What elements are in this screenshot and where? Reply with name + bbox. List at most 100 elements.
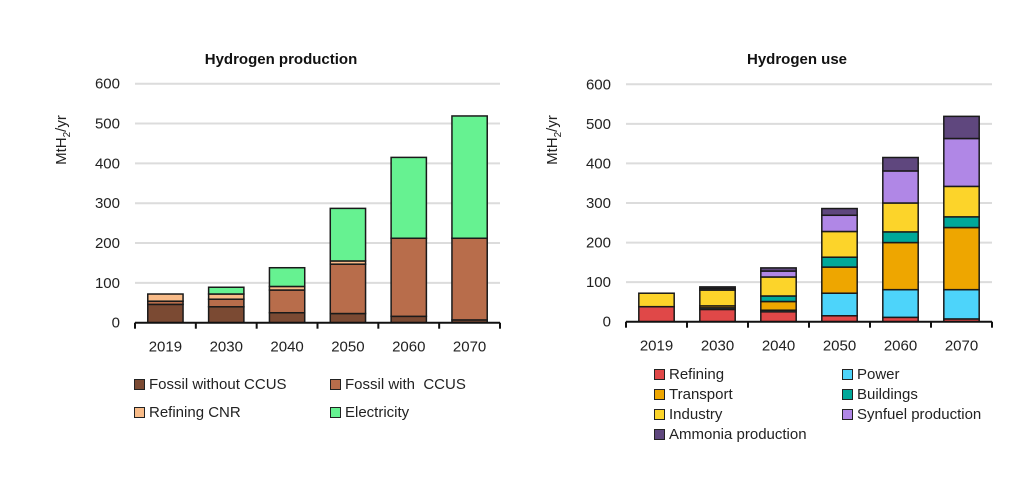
x-tick-label: 2060: [884, 338, 917, 355]
legend-swatch: [654, 389, 665, 400]
bar-segment-synfuel-production-2070: [943, 137, 980, 188]
x-tick-label: 2070: [945, 338, 978, 355]
y-tick-label: 100: [586, 274, 611, 291]
bar-segment-refining-2030: [699, 308, 736, 323]
legend-swatch: [842, 409, 853, 420]
bar-segment-fossil-with-ccus-2040: [268, 289, 306, 314]
y-axis-label: MtH2/yr: [544, 115, 564, 165]
legend-swatch: [842, 369, 853, 380]
bar-segment-refining-cnr-2030: [207, 293, 245, 300]
bar-segment-buildings-2070: [943, 216, 980, 229]
hydrogen-use-chart: Hydrogen use MtH2/yr 0 100 200 300 400 500 600…: [544, 51, 993, 355]
legend-item-buildings: Buildings: [842, 386, 918, 403]
bar-segment-refining-cnr-2019: [147, 293, 184, 302]
legend-swatch: [134, 407, 145, 418]
y-axis-label-tail: /yr: [53, 115, 70, 132]
bar-segment-fossil-without-ccus-2050: [329, 312, 367, 324]
legend-label: Electricity: [345, 404, 410, 421]
x-axis: [134, 321, 501, 329]
chart-title: Hydrogen use: [747, 51, 847, 68]
x-tick-label: 2030: [701, 338, 734, 355]
bar-segment-fossil-with-ccus-2060: [390, 237, 428, 318]
bar-segment-ammonia-production-2070: [943, 115, 980, 140]
chart-title: Hydrogen production: [205, 51, 358, 68]
y-tick-label: 200: [586, 235, 611, 252]
x-tick-label: 2019: [640, 338, 673, 355]
y-tick-label: 300: [95, 195, 120, 212]
bar-segment-electricity-2070: [451, 115, 488, 240]
bar-segment-electricity-2040: [268, 266, 306, 288]
legend-item-refining-cnr: Refining CNR: [134, 404, 241, 421]
bar-segment-fossil-without-ccus-2019: [147, 303, 184, 324]
legend-swatch: [842, 389, 853, 400]
legend-item-synfuel-production: Synfuel production: [842, 406, 981, 423]
y-tick-label: 500: [586, 116, 611, 133]
y-tick-label: 400: [95, 155, 120, 172]
gridlines: [135, 82, 500, 284]
bar-segment-fossil-with-ccus-2030: [207, 298, 245, 308]
bar-segment-power-2050: [821, 292, 858, 317]
x-tick-labels: 2019 2030 2040 2050 2060 2070: [640, 338, 978, 355]
legend-swatch: [134, 379, 145, 390]
legend-label: Buildings: [857, 386, 918, 403]
legend-label: Power: [857, 366, 900, 383]
legend-item-refining: Refining: [654, 366, 724, 383]
bar-segment-transport-2070: [943, 226, 980, 291]
bars: [638, 115, 980, 323]
y-axis-label-sub: 2: [62, 131, 73, 137]
legend-swatch: [654, 409, 665, 420]
bar-segment-ammonia-production-2040: [760, 267, 797, 272]
bar-segment-synfuel-production-2050: [821, 214, 858, 233]
y-axis-label-main: MtH: [53, 137, 70, 165]
bar-segment-ammonia-production-2050: [821, 207, 858, 217]
y-tick-label: 0: [112, 315, 120, 332]
bar-segment-industry-2030: [699, 289, 736, 307]
y-axis-label-tail: /yr: [544, 115, 561, 132]
legend-item-industry: Industry: [654, 406, 722, 423]
legend-item-power: Power: [842, 366, 900, 383]
bar-segment-industry-2019: [638, 292, 675, 308]
bar-segment-synfuel-production-2040: [760, 270, 797, 278]
x-tick-labels: 2019 2030 2040 2050 2060 2070: [149, 339, 487, 356]
bars: [147, 115, 488, 324]
x-tick-label: 2040: [762, 338, 795, 355]
x-tick-label: 2060: [392, 339, 425, 356]
y-tick-label: 100: [95, 275, 120, 292]
x-axis: [625, 320, 993, 328]
y-axis-label: MtH2/yr: [53, 115, 73, 165]
bar-segment-industry-2060: [882, 202, 919, 233]
bar-segment-refining-2019: [638, 305, 675, 323]
bar-segment-buildings-2050: [821, 256, 858, 268]
bar-segment-fossil-without-ccus-2040: [268, 311, 306, 324]
bar-segment-electricity-2030: [207, 286, 245, 295]
y-tick-label: 600: [586, 76, 611, 93]
legend-label: Synfuel production: [857, 406, 982, 423]
y-axis-label-main: MtH: [544, 137, 561, 165]
bar-segment-synfuel-production-2060: [882, 170, 919, 204]
legend-label: Fossil without CCUS: [149, 376, 287, 393]
legend-item-fossil-without-ccus: Fossil without CCUS: [134, 376, 287, 393]
legend-label: Fossil with CCUS: [345, 376, 466, 393]
bar-segment-fossil-with-ccus-2050: [329, 263, 367, 315]
bar-segment-electricity-2060: [390, 156, 428, 240]
legend-label: Industry: [669, 406, 723, 423]
bar-segment-transport-2060: [882, 241, 919, 291]
y-tick-label: 0: [603, 314, 611, 331]
bar-segment-transport-2040: [760, 300, 797, 311]
legend-swatch: [654, 429, 665, 440]
legend-item-transport: Transport: [654, 386, 733, 403]
y-tick-label: 300: [586, 195, 611, 212]
bar-segment-fossil-without-ccus-2030: [207, 306, 245, 324]
legend-label: Transport: [669, 386, 733, 403]
bar-segment-buildings-2040: [760, 295, 797, 303]
bar-segment-industry-2050: [821, 230, 858, 258]
bar-segment-buildings-2060: [882, 231, 919, 244]
bar-segment-electricity-2050: [329, 207, 367, 262]
legend-item-electricity: Electricity: [330, 404, 409, 421]
x-tick-label: 2030: [210, 339, 243, 356]
x-tick-label: 2050: [823, 338, 856, 355]
bar-segment-ammonia-production-2060: [882, 156, 919, 172]
legend-item-ammonia-production: Ammonia production: [654, 426, 807, 443]
y-tick-label: 200: [95, 235, 120, 252]
